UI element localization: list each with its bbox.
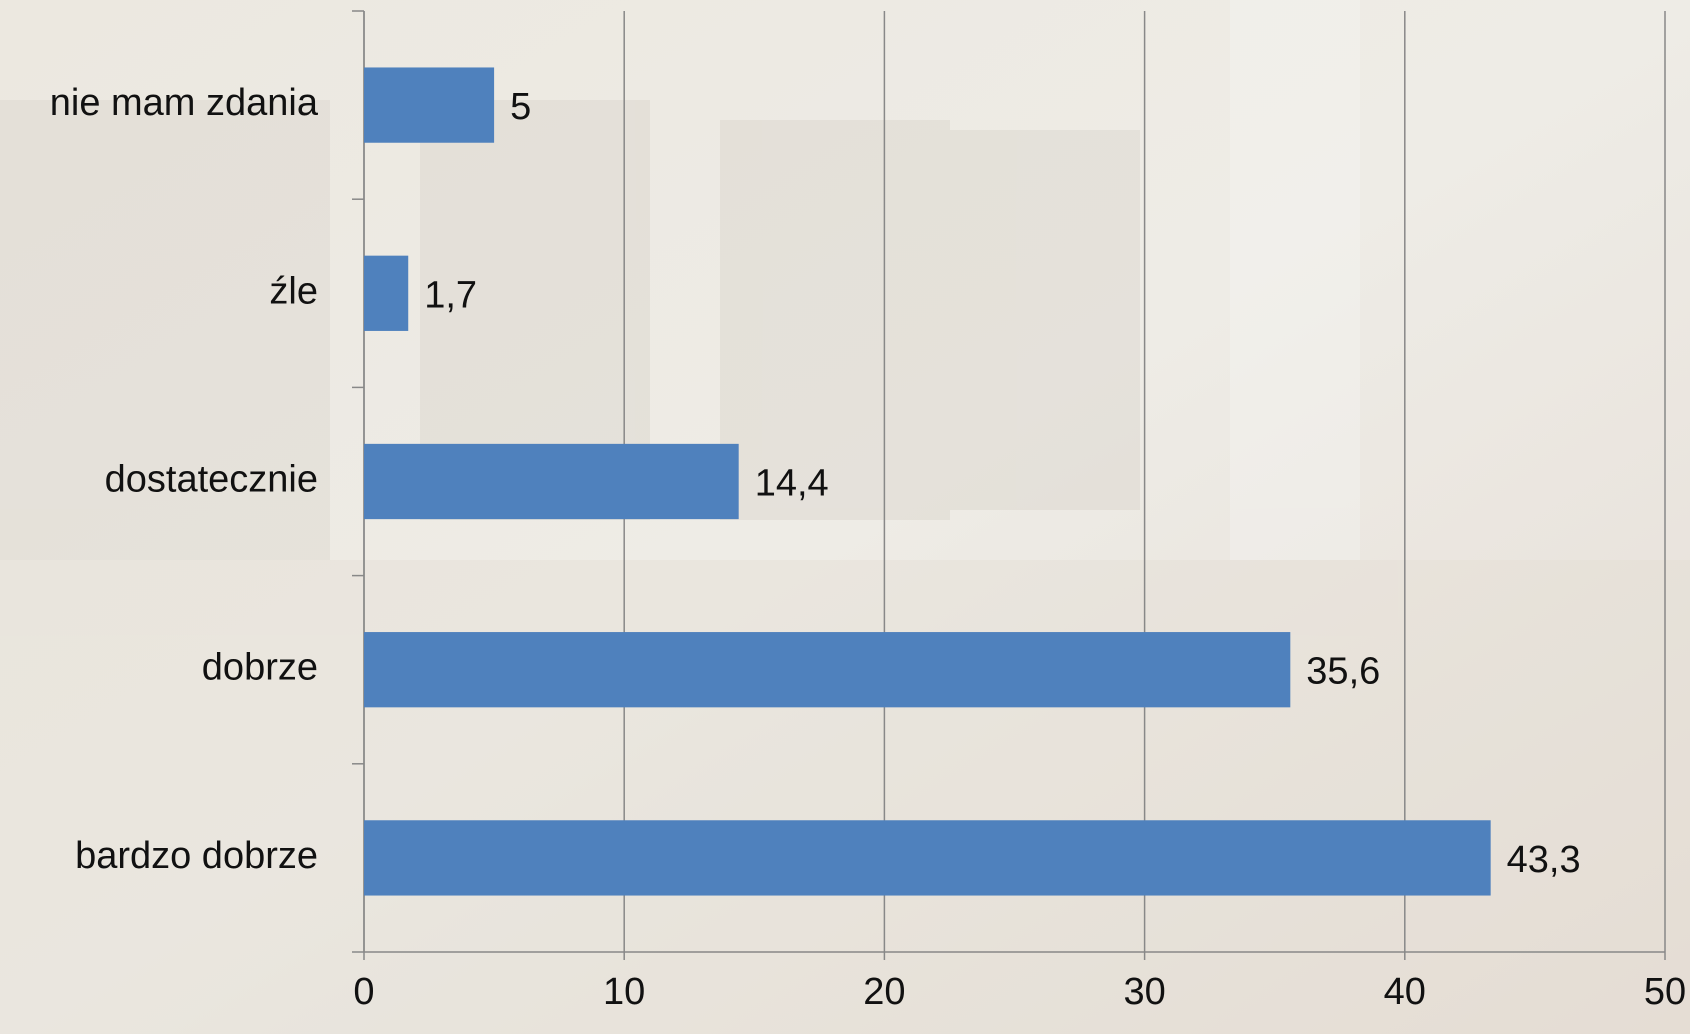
bar (364, 67, 495, 143)
x-tick-label: 40 (1384, 971, 1426, 1013)
y-tick-label: bardzo dobrze (75, 835, 318, 877)
value-label: 1,7 (424, 274, 477, 316)
x-tick-label: 10 (603, 971, 645, 1013)
bar (364, 820, 1491, 896)
bar (364, 632, 1291, 708)
y-tick-label: nie mam zdania (50, 82, 319, 124)
y-tick-label: dobrze (202, 647, 318, 689)
bar (364, 255, 409, 331)
value-label: 5 (510, 86, 531, 128)
x-tick-label: 20 (863, 971, 905, 1013)
value-label: 14,4 (755, 463, 829, 505)
x-tick-label: 50 (1644, 971, 1686, 1013)
value-label: 35,6 (1306, 651, 1380, 693)
x-tick-label: 30 (1123, 971, 1165, 1013)
y-tick-label: dostatecznie (105, 459, 318, 501)
y-tick-label: źle (269, 270, 318, 312)
value-label: 43,3 (1507, 839, 1581, 881)
x-tick-label: 0 (353, 971, 374, 1013)
bar (364, 443, 739, 520)
